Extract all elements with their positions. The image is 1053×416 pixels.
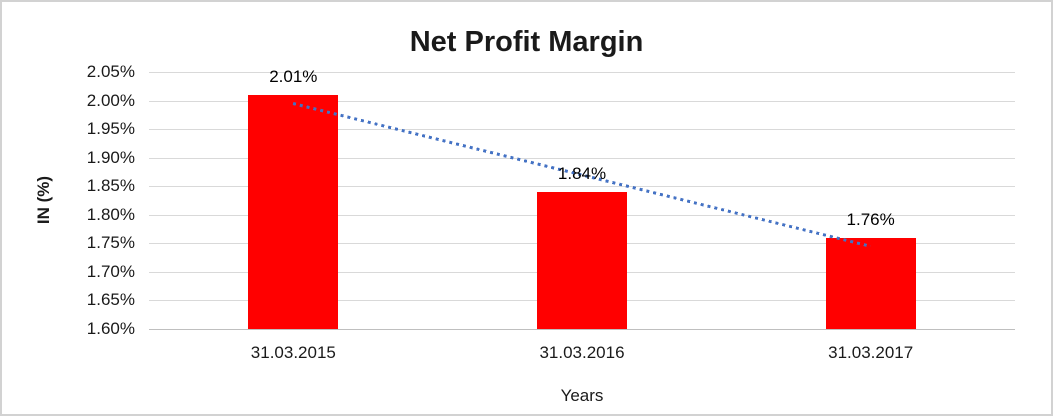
bar-value-label: 1.76% <box>846 209 895 229</box>
y-tick-label: 1.95% <box>86 119 135 139</box>
y-tick-label: 1.70% <box>86 261 135 281</box>
y-tick-label: 1.85% <box>86 176 135 196</box>
y-gridline <box>149 100 1015 102</box>
y-tick-label: 1.75% <box>86 233 135 253</box>
y-gridline <box>149 72 1015 73</box>
y-tick-label: 1.90% <box>86 147 135 167</box>
bar <box>537 191 627 329</box>
y-tick-label: 2.00% <box>86 90 135 110</box>
y-gridline <box>149 157 1015 159</box>
x-category-label: 31.03.2015 <box>250 343 336 362</box>
plot-area <box>149 72 1015 330</box>
bar-value-label: 2.01% <box>269 66 318 86</box>
y-tick-label: 1.60% <box>86 319 135 338</box>
y-tick-label: 1.65% <box>86 290 135 310</box>
y-tick-label: 2.05% <box>86 62 135 81</box>
y-gridline <box>149 329 1015 330</box>
bar <box>825 237 916 329</box>
bar <box>248 94 339 329</box>
y-axis-title: IN (%) <box>34 175 53 225</box>
x-axis-title: Years <box>560 386 604 405</box>
y-tick-label: 1.80% <box>86 204 135 224</box>
y-gridline <box>149 129 1015 131</box>
x-category-label: 31.03.2017 <box>828 343 914 362</box>
chart-title: Net Profit Margin <box>409 26 644 58</box>
y-gridline <box>149 186 1015 188</box>
x-category-label: 31.03.2016 <box>539 343 625 362</box>
bar-value-label: 1.84% <box>557 163 607 183</box>
